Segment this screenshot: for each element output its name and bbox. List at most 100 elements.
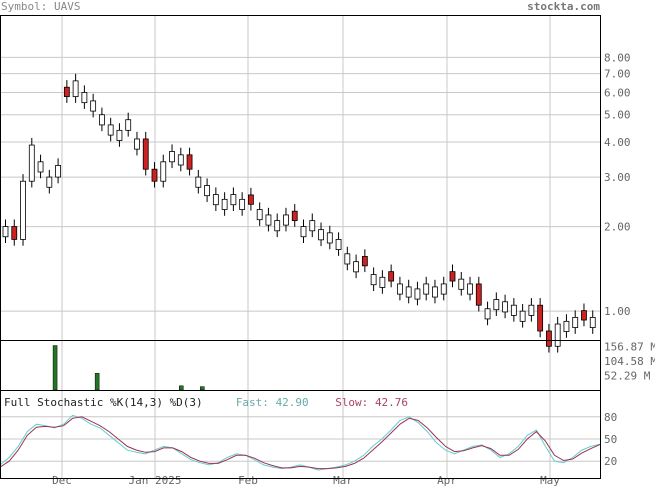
candle-body: [28, 144, 35, 182]
candle-body: [20, 180, 26, 240]
volume-bar: [179, 385, 184, 391]
candle-body: [379, 276, 386, 288]
candle-body: [160, 161, 167, 182]
candle-body: [309, 220, 316, 232]
candle-body: [370, 274, 377, 286]
candle-body: [475, 283, 482, 306]
volume-tick-label: 52.29 M: [604, 369, 651, 382]
candle-body: [589, 317, 596, 329]
x-tick-label: Jan 2025: [129, 474, 182, 486]
candle-body: [335, 239, 342, 251]
candle-body: [510, 304, 517, 316]
stoch-tick-label: 80: [604, 411, 617, 424]
candle-body: [414, 288, 421, 300]
y-tick-label: 5.00: [604, 109, 631, 122]
y-tick-label: 3.00: [604, 171, 631, 184]
panel-frame: [0, 340, 601, 391]
candle-body: [256, 209, 263, 221]
candle-body: [361, 256, 368, 267]
slow-value: 42.76: [374, 396, 409, 409]
candle-body: [432, 286, 438, 298]
candle-body: [405, 286, 412, 298]
candle-body: [283, 214, 289, 226]
candle-body: [195, 176, 202, 188]
candle-body: [11, 226, 18, 240]
y-tick-label: 2.00: [604, 221, 631, 234]
candle-body: [186, 154, 193, 170]
candle-body: [116, 129, 123, 141]
candle-body: [90, 100, 97, 112]
candle-body: [239, 198, 246, 210]
candle-body: [99, 114, 105, 126]
candle-body: [221, 198, 228, 210]
candle-body: [46, 176, 53, 188]
candle-body: [423, 283, 430, 295]
candle-body: [449, 271, 456, 282]
fast-value: 42.90: [275, 396, 309, 409]
candle-body: [107, 124, 114, 136]
x-tick-label: Apr: [437, 474, 457, 486]
candle-body: [300, 226, 307, 238]
fast-stochastic-line: [0, 414, 601, 471]
candle-body: [291, 210, 298, 222]
volume-bar: [94, 373, 100, 391]
volume-bar: [52, 345, 58, 391]
panel-frame: [0, 15, 601, 341]
candle-body: [353, 261, 359, 273]
slow-label: Slow:: [335, 396, 369, 409]
stochastic-title: Full Stochastic %K(14,3) %D(3): [4, 396, 203, 409]
candle-body: [125, 119, 132, 131]
candle-body: [204, 185, 210, 197]
y-tick-label: 6.00: [604, 86, 631, 99]
candle-body: [537, 304, 544, 332]
candle-body: [37, 161, 44, 173]
candle-body: [134, 138, 140, 150]
candle-body: [397, 283, 403, 295]
candle-body: [265, 214, 272, 226]
candle-body: [248, 194, 254, 205]
stoch-tick-label: 20: [604, 455, 617, 468]
y-tick-label: 1.00: [604, 305, 631, 318]
candle-body: [169, 151, 175, 163]
candle-body: [318, 229, 324, 241]
candle-body: [458, 278, 465, 290]
candle-body: [554, 323, 561, 347]
candle-body: [493, 299, 500, 311]
candle-body: [55, 165, 61, 178]
candle-body: [484, 308, 491, 320]
candle-body: [440, 283, 447, 295]
candle-body: [528, 304, 535, 316]
volume-tick-label: 156.87 M: [604, 340, 655, 353]
stochastic-legend: Full Stochastic %K(14,3) %D(3) Fast: 42.…: [4, 396, 408, 409]
volume-bar: [200, 386, 205, 391]
candle-body: [388, 271, 395, 282]
candle-body: [344, 253, 351, 265]
candle-body: [72, 80, 79, 98]
x-tick-label: Mar: [333, 474, 353, 486]
candle-body: [502, 301, 508, 313]
candle-body: [563, 320, 570, 332]
candle-body: [467, 283, 473, 295]
stoch-tick-label: 50: [604, 433, 617, 446]
candle-body: [274, 220, 281, 232]
candle-body: [581, 310, 587, 321]
symbol-label: Symbol: UAVS: [1, 0, 81, 13]
candle-body: [326, 232, 333, 244]
candle-body: [2, 226, 9, 238]
volume-tick-label: 104.58 M: [604, 355, 655, 368]
candle-body: [230, 194, 237, 206]
candle-body: [142, 138, 149, 170]
y-tick-label: 8.00: [604, 51, 631, 64]
candle-body: [177, 154, 184, 166]
y-tick-label: 7.00: [604, 68, 631, 81]
slow-stochastic-line: [0, 416, 601, 470]
panel-frame: [0, 390, 601, 479]
candle-body: [572, 317, 579, 329]
candle-body: [519, 310, 526, 322]
x-tick-label: May: [540, 474, 560, 486]
candle-body: [546, 330, 552, 347]
candle-body: [81, 92, 88, 104]
x-tick-label: Feb: [238, 474, 258, 486]
candle-body: [63, 86, 70, 98]
